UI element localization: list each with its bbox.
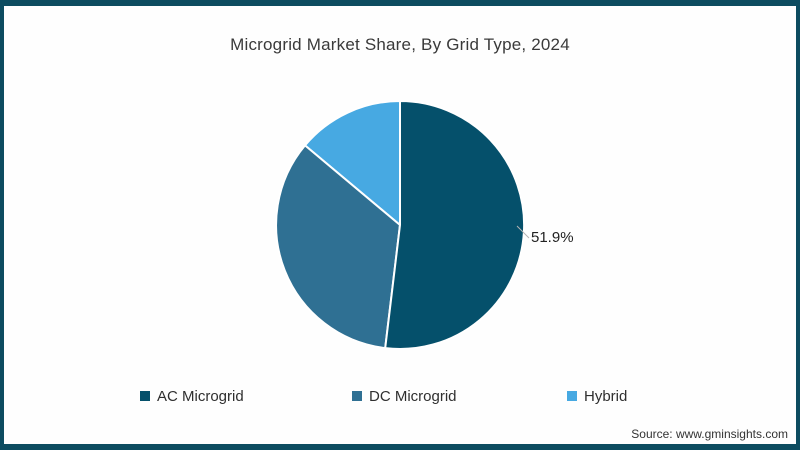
- legend-swatch-dc-microgrid: [352, 391, 362, 401]
- legend-label-ac-microgrid: AC Microgrid: [157, 387, 244, 405]
- ac-share-data-label: 51.9%: [531, 229, 574, 246]
- pie-slice-hybrid[interactable]: [303, 99, 401, 228]
- source-attribution: Source: www.gminsights.com: [631, 427, 788, 441]
- pie-slice-ac-microgrid[interactable]: [384, 99, 526, 350]
- legend-label-hybrid: Hybrid: [584, 387, 628, 405]
- legend-item-ac-microgrid[interactable]: AC Microgrid: [140, 386, 244, 406]
- label-leader-line: [516, 225, 530, 239]
- legend-item-dc-microgrid[interactable]: DC Microgrid: [352, 386, 457, 406]
- legend-swatch-hybrid: [567, 391, 577, 401]
- legend-item-hybrid[interactable]: Hybrid: [567, 386, 627, 406]
- legend-swatch-ac-microgrid: [140, 391, 150, 401]
- legend-label-dc-microgrid: DC Microgrid: [369, 387, 457, 405]
- pie-slice-dc-microgrid[interactable]: [275, 143, 402, 350]
- chart-title: Microgrid Market Share, By Grid Type, 20…: [230, 35, 570, 54]
